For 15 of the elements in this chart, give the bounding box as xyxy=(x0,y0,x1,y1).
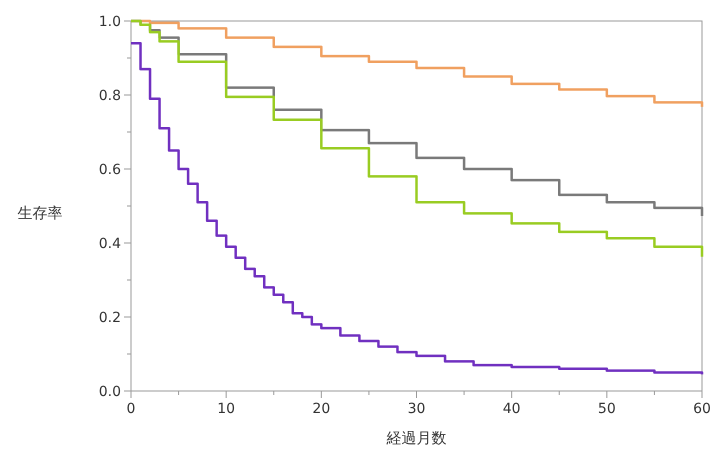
y-tick-label: 0.2 xyxy=(98,310,121,326)
y-axis-title: 生存率 xyxy=(18,204,62,222)
x-tick-label: 30 xyxy=(408,401,426,417)
y-tick-label: 0.4 xyxy=(98,236,122,252)
x-tick-label: 50 xyxy=(598,401,616,417)
x-tick-label: 60 xyxy=(693,401,711,417)
x-tick-label: 0 xyxy=(126,401,136,417)
x-tick-label: 20 xyxy=(312,401,330,417)
y-tick-label: 0.8 xyxy=(98,88,121,104)
y-tick-label: 0.6 xyxy=(98,162,122,178)
x-tick-label: 40 xyxy=(502,401,521,417)
y-tick-label: 0.0 xyxy=(98,384,121,400)
x-axis-title: 経過月数 xyxy=(386,429,446,447)
x-tick-label: 10 xyxy=(217,401,236,417)
y-tick-label: 1.0 xyxy=(98,14,121,30)
